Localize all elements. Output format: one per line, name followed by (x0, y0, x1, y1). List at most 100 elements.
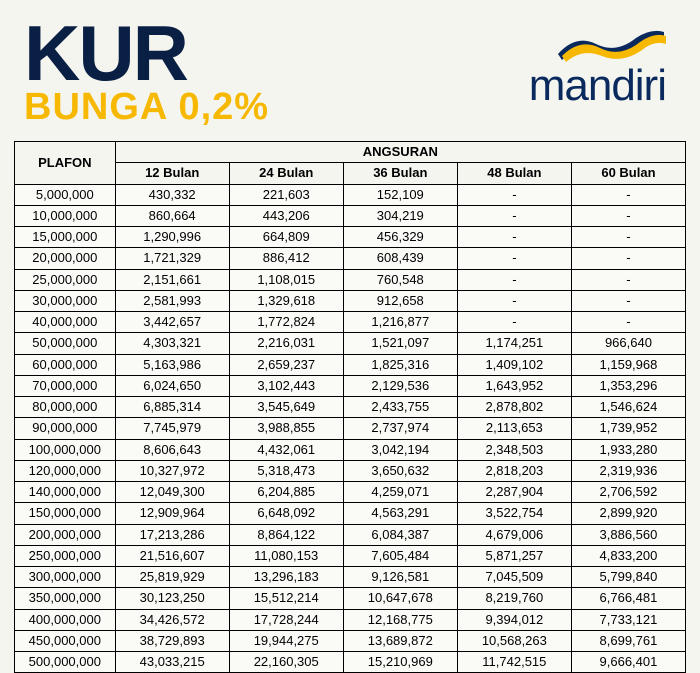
value-cell: 1,108,015 (229, 269, 343, 290)
value-cell: 4,303,321 (115, 333, 229, 354)
value-cell: 2,319,936 (571, 460, 685, 481)
value-cell: 664,809 (229, 227, 343, 248)
table-row: 5,000,000430,332221,603152,109-- (15, 184, 686, 205)
value-cell: 25,819,929 (115, 567, 229, 588)
value-cell: 2,659,237 (229, 354, 343, 375)
value-cell: 15,210,969 (343, 652, 457, 673)
value-cell: - (571, 248, 685, 269)
value-cell: 4,563,291 (343, 503, 457, 524)
table-row: 20,000,0001,721,329886,412608,439-- (15, 248, 686, 269)
value-cell: 2,113,653 (457, 418, 571, 439)
value-cell: 3,042,194 (343, 439, 457, 460)
value-cell: 886,412 (229, 248, 343, 269)
plafon-cell: 20,000,000 (15, 248, 116, 269)
value-cell: 9,666,401 (571, 652, 685, 673)
value-cell: 304,219 (343, 205, 457, 226)
table-body: 5,000,000430,332221,603152,109--10,000,0… (15, 184, 686, 673)
value-cell: 12,909,964 (115, 503, 229, 524)
value-cell: - (457, 269, 571, 290)
value-cell: 1,825,316 (343, 354, 457, 375)
value-cell: - (457, 184, 571, 205)
table-row: 90,000,0007,745,9793,988,8552,737,9742,1… (15, 418, 686, 439)
table-row: 30,000,0002,581,9931,329,618912,658-- (15, 290, 686, 311)
value-cell: 2,151,661 (115, 269, 229, 290)
value-cell: 152,109 (343, 184, 457, 205)
header: KUR BUNGA 0,2% mandiri (14, 10, 686, 129)
plafon-cell: 150,000,000 (15, 503, 116, 524)
plafon-cell: 50,000,000 (15, 333, 116, 354)
plafon-cell: 140,000,000 (15, 482, 116, 503)
value-cell: 10,647,678 (343, 588, 457, 609)
plafon-cell: 80,000,000 (15, 397, 116, 418)
value-cell: 2,581,993 (115, 290, 229, 311)
value-cell: 430,332 (115, 184, 229, 205)
plafon-cell: 5,000,000 (15, 184, 116, 205)
value-cell: 2,737,974 (343, 418, 457, 439)
table-header: PLAFON ANGSURAN 12 Bulan 24 Bulan 36 Bul… (15, 142, 686, 185)
value-cell: 2,706,592 (571, 482, 685, 503)
value-cell: 3,522,754 (457, 503, 571, 524)
value-cell: 2,348,503 (457, 439, 571, 460)
mandiri-logo: mandiri (529, 16, 676, 111)
value-cell: 4,833,200 (571, 545, 685, 566)
value-cell: 1,643,952 (457, 375, 571, 396)
value-cell: 11,080,153 (229, 545, 343, 566)
plafon-cell: 25,000,000 (15, 269, 116, 290)
angsuran-table: PLAFON ANGSURAN 12 Bulan 24 Bulan 36 Bul… (14, 141, 686, 673)
value-cell: 6,024,650 (115, 375, 229, 396)
plafon-cell: 90,000,000 (15, 418, 116, 439)
plafon-cell: 100,000,000 (15, 439, 116, 460)
value-cell: - (571, 269, 685, 290)
value-cell: 221,603 (229, 184, 343, 205)
tenor-header-row: 12 Bulan 24 Bulan 36 Bulan 48 Bulan 60 B… (15, 163, 686, 184)
plafon-cell: 40,000,000 (15, 312, 116, 333)
value-cell: 443,206 (229, 205, 343, 226)
table-row: 100,000,0008,606,6434,432,0613,042,1942,… (15, 439, 686, 460)
plafon-header: PLAFON (15, 142, 116, 185)
value-cell: 7,733,121 (571, 609, 685, 630)
subtitle: BUNGA 0,2% (24, 86, 269, 129)
table-row: 250,000,00021,516,60711,080,1537,605,484… (15, 545, 686, 566)
tenor-header: 36 Bulan (343, 163, 457, 184)
value-cell: 10,568,263 (457, 630, 571, 651)
value-cell: 2,216,031 (229, 333, 343, 354)
plafon-cell: 450,000,000 (15, 630, 116, 651)
value-cell: - (571, 205, 685, 226)
value-cell: 19,944,275 (229, 630, 343, 651)
plafon-cell: 15,000,000 (15, 227, 116, 248)
plafon-cell: 10,000,000 (15, 205, 116, 226)
plafon-cell: 500,000,000 (15, 652, 116, 673)
value-cell: 11,742,515 (457, 652, 571, 673)
value-cell: - (571, 184, 685, 205)
value-cell: 3,988,855 (229, 418, 343, 439)
title-block: KUR BUNGA 0,2% (24, 16, 269, 129)
value-cell: 3,545,649 (229, 397, 343, 418)
table-row: 10,000,000860,664443,206304,219-- (15, 205, 686, 226)
value-cell: 1,409,102 (457, 354, 571, 375)
plafon-cell: 300,000,000 (15, 567, 116, 588)
plafon-cell: 400,000,000 (15, 609, 116, 630)
value-cell: 5,799,840 (571, 567, 685, 588)
value-cell: - (457, 205, 571, 226)
table-row: 40,000,0003,442,6571,772,8241,216,877-- (15, 312, 686, 333)
plafon-cell: 70,000,000 (15, 375, 116, 396)
value-cell: 6,885,314 (115, 397, 229, 418)
table-row: 300,000,00025,819,92913,296,1839,126,581… (15, 567, 686, 588)
value-cell: 2,433,755 (343, 397, 457, 418)
value-cell: 1,216,877 (343, 312, 457, 333)
value-cell: 17,213,286 (115, 524, 229, 545)
value-cell: 1,933,280 (571, 439, 685, 460)
value-cell: 38,729,893 (115, 630, 229, 651)
value-cell: 3,650,632 (343, 460, 457, 481)
value-cell: - (571, 312, 685, 333)
table-row: 140,000,00012,049,3006,204,8854,259,0712… (15, 482, 686, 503)
value-cell: 8,606,643 (115, 439, 229, 460)
value-cell: 17,728,244 (229, 609, 343, 630)
value-cell: - (571, 290, 685, 311)
value-cell: 12,049,300 (115, 482, 229, 503)
value-cell: - (457, 312, 571, 333)
value-cell: 13,689,872 (343, 630, 457, 651)
value-cell: 34,426,572 (115, 609, 229, 630)
value-cell: 4,679,006 (457, 524, 571, 545)
value-cell: 3,442,657 (115, 312, 229, 333)
